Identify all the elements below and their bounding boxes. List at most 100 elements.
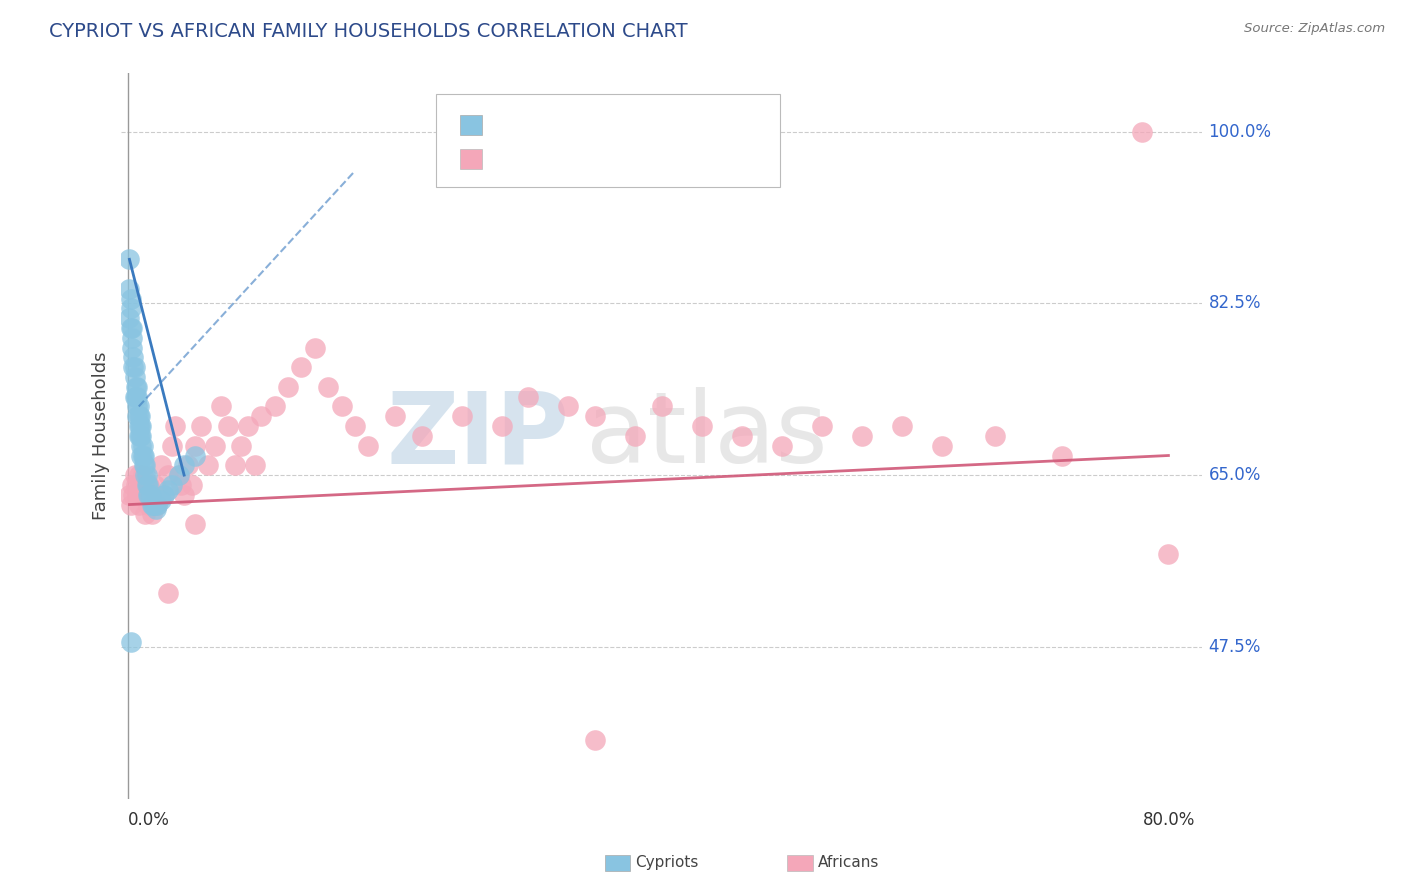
Point [290,360,312,375]
Point [890,419,912,434]
Point [118,252,141,267]
Point [167,468,190,483]
Point [583,733,606,747]
Point [128,400,150,414]
Point [343,419,366,434]
Point [143,478,166,492]
Point [150,492,173,507]
Text: 65.0%: 65.0% [1208,467,1261,484]
Point [250,409,273,424]
Point [129,409,152,424]
Point [127,409,149,424]
Point [651,400,673,414]
Point [139,488,162,502]
Point [330,400,353,414]
Point [128,429,150,443]
Point [127,380,149,394]
Point [132,458,155,473]
Point [120,321,142,335]
Point [128,409,150,424]
Point [128,468,150,483]
Point [146,498,169,512]
Point [120,301,142,316]
Point [132,449,155,463]
Point [121,478,143,492]
Text: CYPRIOT VS AFRICAN FAMILY HOUSEHOLDS CORRELATION CHART: CYPRIOT VS AFRICAN FAMILY HOUSEHOLDS COR… [49,22,688,41]
Point [131,429,153,443]
Text: R = 0.094: R = 0.094 [492,150,591,168]
Point [128,419,150,434]
Point [730,429,752,443]
Point [135,478,157,492]
Point [277,380,299,394]
Text: N = 74: N = 74 [640,150,707,168]
Point [184,449,207,463]
Text: 82.5%: 82.5% [1208,294,1261,312]
Point [184,439,207,453]
Point [357,439,380,453]
Point [624,429,647,443]
Point [1157,547,1180,561]
Point [157,468,180,483]
Point [153,488,176,502]
Text: ZIP: ZIP [387,387,569,484]
Point [851,429,873,443]
Point [160,478,183,492]
Point [122,488,145,502]
Point [136,488,159,502]
Point [557,400,579,414]
Text: Cypriots: Cypriots [636,855,699,870]
Point [160,439,183,453]
Point [204,439,226,453]
Point [124,468,146,483]
Point [411,429,433,443]
Point [984,429,1007,443]
Point [263,400,285,414]
Text: 80.0%: 80.0% [1143,811,1195,829]
Point [134,468,156,483]
Point [127,390,149,404]
Point [143,498,166,512]
Point [124,360,146,375]
Point [134,508,156,522]
Text: Source: ZipAtlas.com: Source: ZipAtlas.com [1244,22,1385,36]
Point [1050,449,1073,463]
Point [145,502,167,516]
Point [135,488,157,502]
Point [167,468,190,483]
Point [931,439,953,453]
Point [810,419,832,434]
Point [139,488,162,502]
Point [118,282,141,296]
Point [122,360,145,375]
Point [129,478,152,492]
Point [450,409,472,424]
Point [118,311,141,326]
Point [304,341,326,355]
Point [138,488,160,502]
Point [190,419,212,434]
Point [224,458,246,473]
Point [118,488,141,502]
Point [142,498,165,512]
Point [132,468,155,483]
Point [120,635,142,649]
Point [127,488,149,502]
Text: atlas: atlas [586,387,828,484]
Point [316,380,339,394]
Point [125,390,148,404]
Point [135,468,157,483]
Point [243,458,266,473]
Point [153,488,176,502]
Point [129,429,152,443]
Point [211,400,233,414]
Point [231,439,253,453]
Point [181,478,204,492]
Point [236,419,259,434]
Point [150,458,173,473]
Point [157,483,180,497]
Point [124,390,146,404]
Point [491,419,513,434]
Point [132,439,155,453]
Y-axis label: Family Households: Family Households [93,351,110,520]
